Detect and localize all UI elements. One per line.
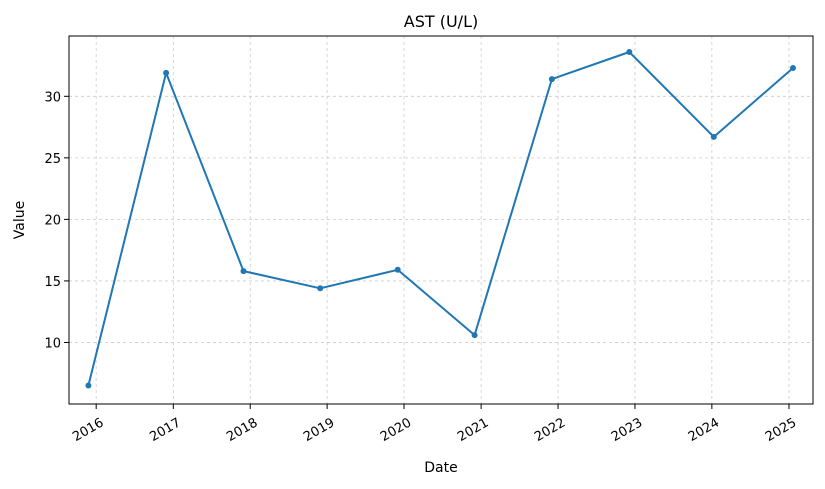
grid-lines xyxy=(69,36,813,404)
data-point xyxy=(85,382,92,389)
y-tick-label: 10 xyxy=(44,336,61,351)
y-axis-ticks: 10 15 20 25 30 xyxy=(44,90,69,351)
data-point xyxy=(548,76,555,83)
data-point xyxy=(394,266,401,273)
y-tick-label: 30 xyxy=(44,90,61,105)
data-point xyxy=(790,65,796,71)
data-point xyxy=(471,332,478,339)
series-line xyxy=(87,51,794,386)
data-point xyxy=(317,285,324,292)
y-tick-label: 25 xyxy=(44,152,61,167)
data-point xyxy=(163,69,170,76)
data-point xyxy=(626,49,633,55)
data-point xyxy=(240,268,247,275)
x-axis-title: Date xyxy=(424,460,457,476)
y-tick-label: 20 xyxy=(44,213,61,228)
plot-frame xyxy=(68,35,814,405)
data-point xyxy=(710,133,717,140)
chart-title: AST (U/L) xyxy=(404,12,478,31)
y-tick-label: 15 xyxy=(44,275,61,290)
y-axis-title: Value xyxy=(12,201,28,239)
plot-series xyxy=(85,49,796,389)
